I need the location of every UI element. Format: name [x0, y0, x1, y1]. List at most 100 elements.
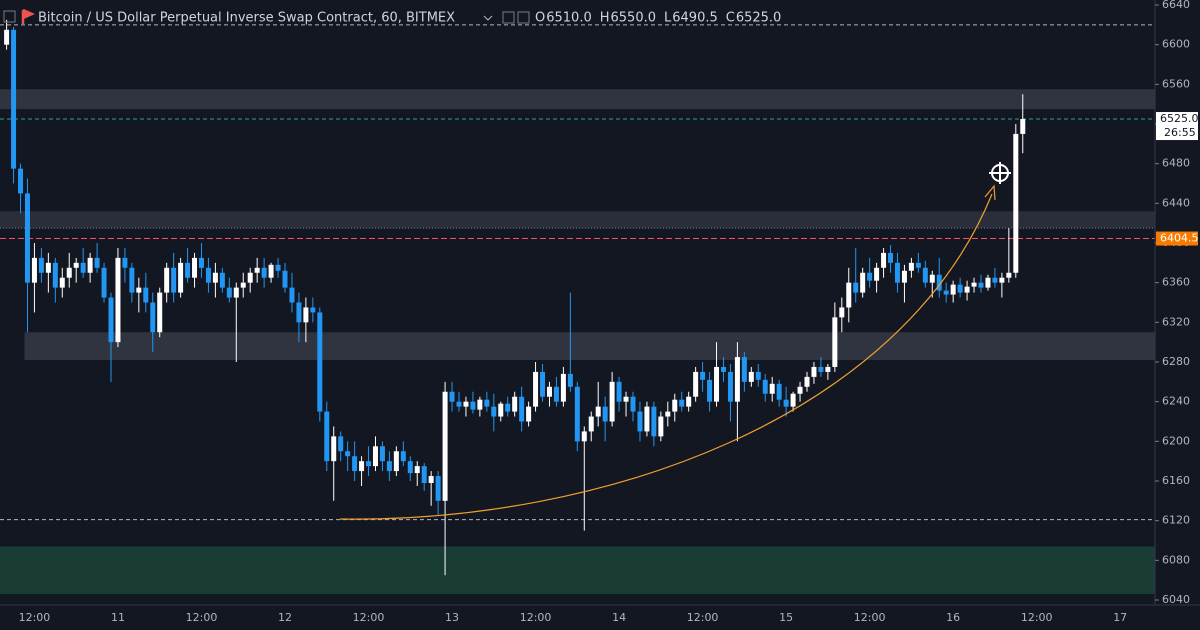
candle-body: [644, 406, 650, 432]
candle-body: [428, 476, 434, 483]
ohlc-key: C: [726, 11, 735, 26]
candle-body: [908, 262, 914, 271]
x-tick-label: 12:00: [854, 611, 886, 624]
candle-body: [164, 267, 170, 293]
candle-body: [205, 267, 211, 283]
candle-body: [421, 466, 427, 483]
candle-body: [630, 396, 636, 412]
candle-body: [477, 399, 483, 410]
candle-body: [971, 282, 977, 287]
y-tick-label: 6080: [1162, 553, 1190, 566]
candle-body: [122, 257, 128, 268]
ohlc-key: O: [535, 11, 545, 26]
candle-body: [595, 406, 601, 417]
candle-body: [1006, 272, 1012, 278]
x-tick-label: 17: [1113, 611, 1127, 624]
candle-body: [790, 393, 796, 407]
candle-body: [491, 406, 497, 417]
candle-body: [762, 379, 768, 394]
candle-body: [379, 446, 385, 462]
zone: [0, 89, 1155, 110]
price-axis: [1155, 0, 1200, 605]
candle-body: [498, 403, 504, 417]
candle-body: [338, 436, 344, 452]
candle-body: [226, 287, 232, 298]
zone: [24, 332, 1156, 361]
candle-body: [129, 267, 135, 293]
candle-body: [992, 277, 998, 283]
candle-body: [1020, 119, 1026, 134]
candle-body: [707, 379, 713, 402]
flag-icon: [21, 8, 36, 24]
candle-body: [915, 262, 921, 268]
dropdown-icon[interactable]: [483, 15, 493, 21]
candle-body: [400, 451, 406, 462]
candle-body: [212, 272, 218, 283]
candle-body: [769, 383, 775, 394]
candle-body: [533, 371, 539, 407]
candle-body: [560, 373, 566, 402]
x-tick-label: 12: [278, 611, 292, 624]
candle-body: [512, 396, 518, 412]
candle-body: [24, 193, 30, 283]
candle-body: [832, 317, 838, 367]
candle-body: [811, 366, 817, 377]
candle-body: [66, 267, 72, 278]
candle-body: [693, 371, 699, 397]
candle-body: [734, 357, 740, 402]
candle-body: [894, 262, 900, 283]
candle-body: [185, 262, 191, 278]
candle-body: [943, 290, 949, 295]
candle-body: [999, 277, 1005, 283]
x-tick-label: 12:00: [19, 611, 51, 624]
candle-body: [219, 272, 225, 288]
candle-body: [198, 257, 204, 268]
candle-body: [672, 399, 678, 412]
candle-body: [352, 456, 358, 472]
candle-body: [94, 257, 100, 268]
candle-body: [519, 396, 525, 422]
candle-body: [651, 406, 657, 437]
candle-body: [978, 282, 984, 288]
candle-body: [393, 451, 399, 472]
candle-body: [435, 476, 441, 501]
settings-icon[interactable]: [502, 11, 515, 24]
candle-body: [115, 257, 121, 343]
candle-body: [59, 277, 65, 288]
candle-body: [171, 267, 177, 293]
candle-body: [372, 446, 378, 467]
candle-body: [804, 376, 810, 387]
y-tick-label: 6560: [1162, 77, 1190, 90]
y-tick-label: 6320: [1162, 315, 1190, 328]
candle-body: [755, 371, 761, 380]
candle-body: [825, 366, 831, 372]
candle-body: [867, 272, 873, 281]
crosshair-icon: [989, 162, 1011, 184]
hide-icon[interactable]: [517, 11, 530, 24]
y-tick-label: 6200: [1162, 434, 1190, 447]
candle-body: [818, 366, 824, 372]
collapse-icon[interactable]: [3, 10, 16, 23]
candle-body: [275, 264, 281, 271]
candle-body: [964, 286, 970, 293]
candle-body: [456, 401, 462, 407]
candle-body: [233, 287, 239, 298]
candle-body: [957, 284, 963, 293]
candle-body: [936, 274, 942, 291]
candle-body: [366, 461, 372, 467]
candle-body: [11, 29, 17, 169]
y-tick-label: 6280: [1162, 355, 1190, 368]
candle-body: [505, 403, 511, 412]
candle-body: [700, 371, 706, 380]
candle-body: [359, 461, 365, 472]
candle-body: [470, 401, 476, 410]
candle-body: [616, 381, 622, 402]
ohlc-value: 6510.0: [546, 11, 592, 26]
candle-body: [449, 391, 455, 402]
candle-body: [310, 307, 316, 313]
candle-body: [665, 411, 671, 417]
candle-body: [108, 297, 114, 343]
candle-body: [1013, 133, 1019, 273]
candle-body: [686, 396, 692, 407]
